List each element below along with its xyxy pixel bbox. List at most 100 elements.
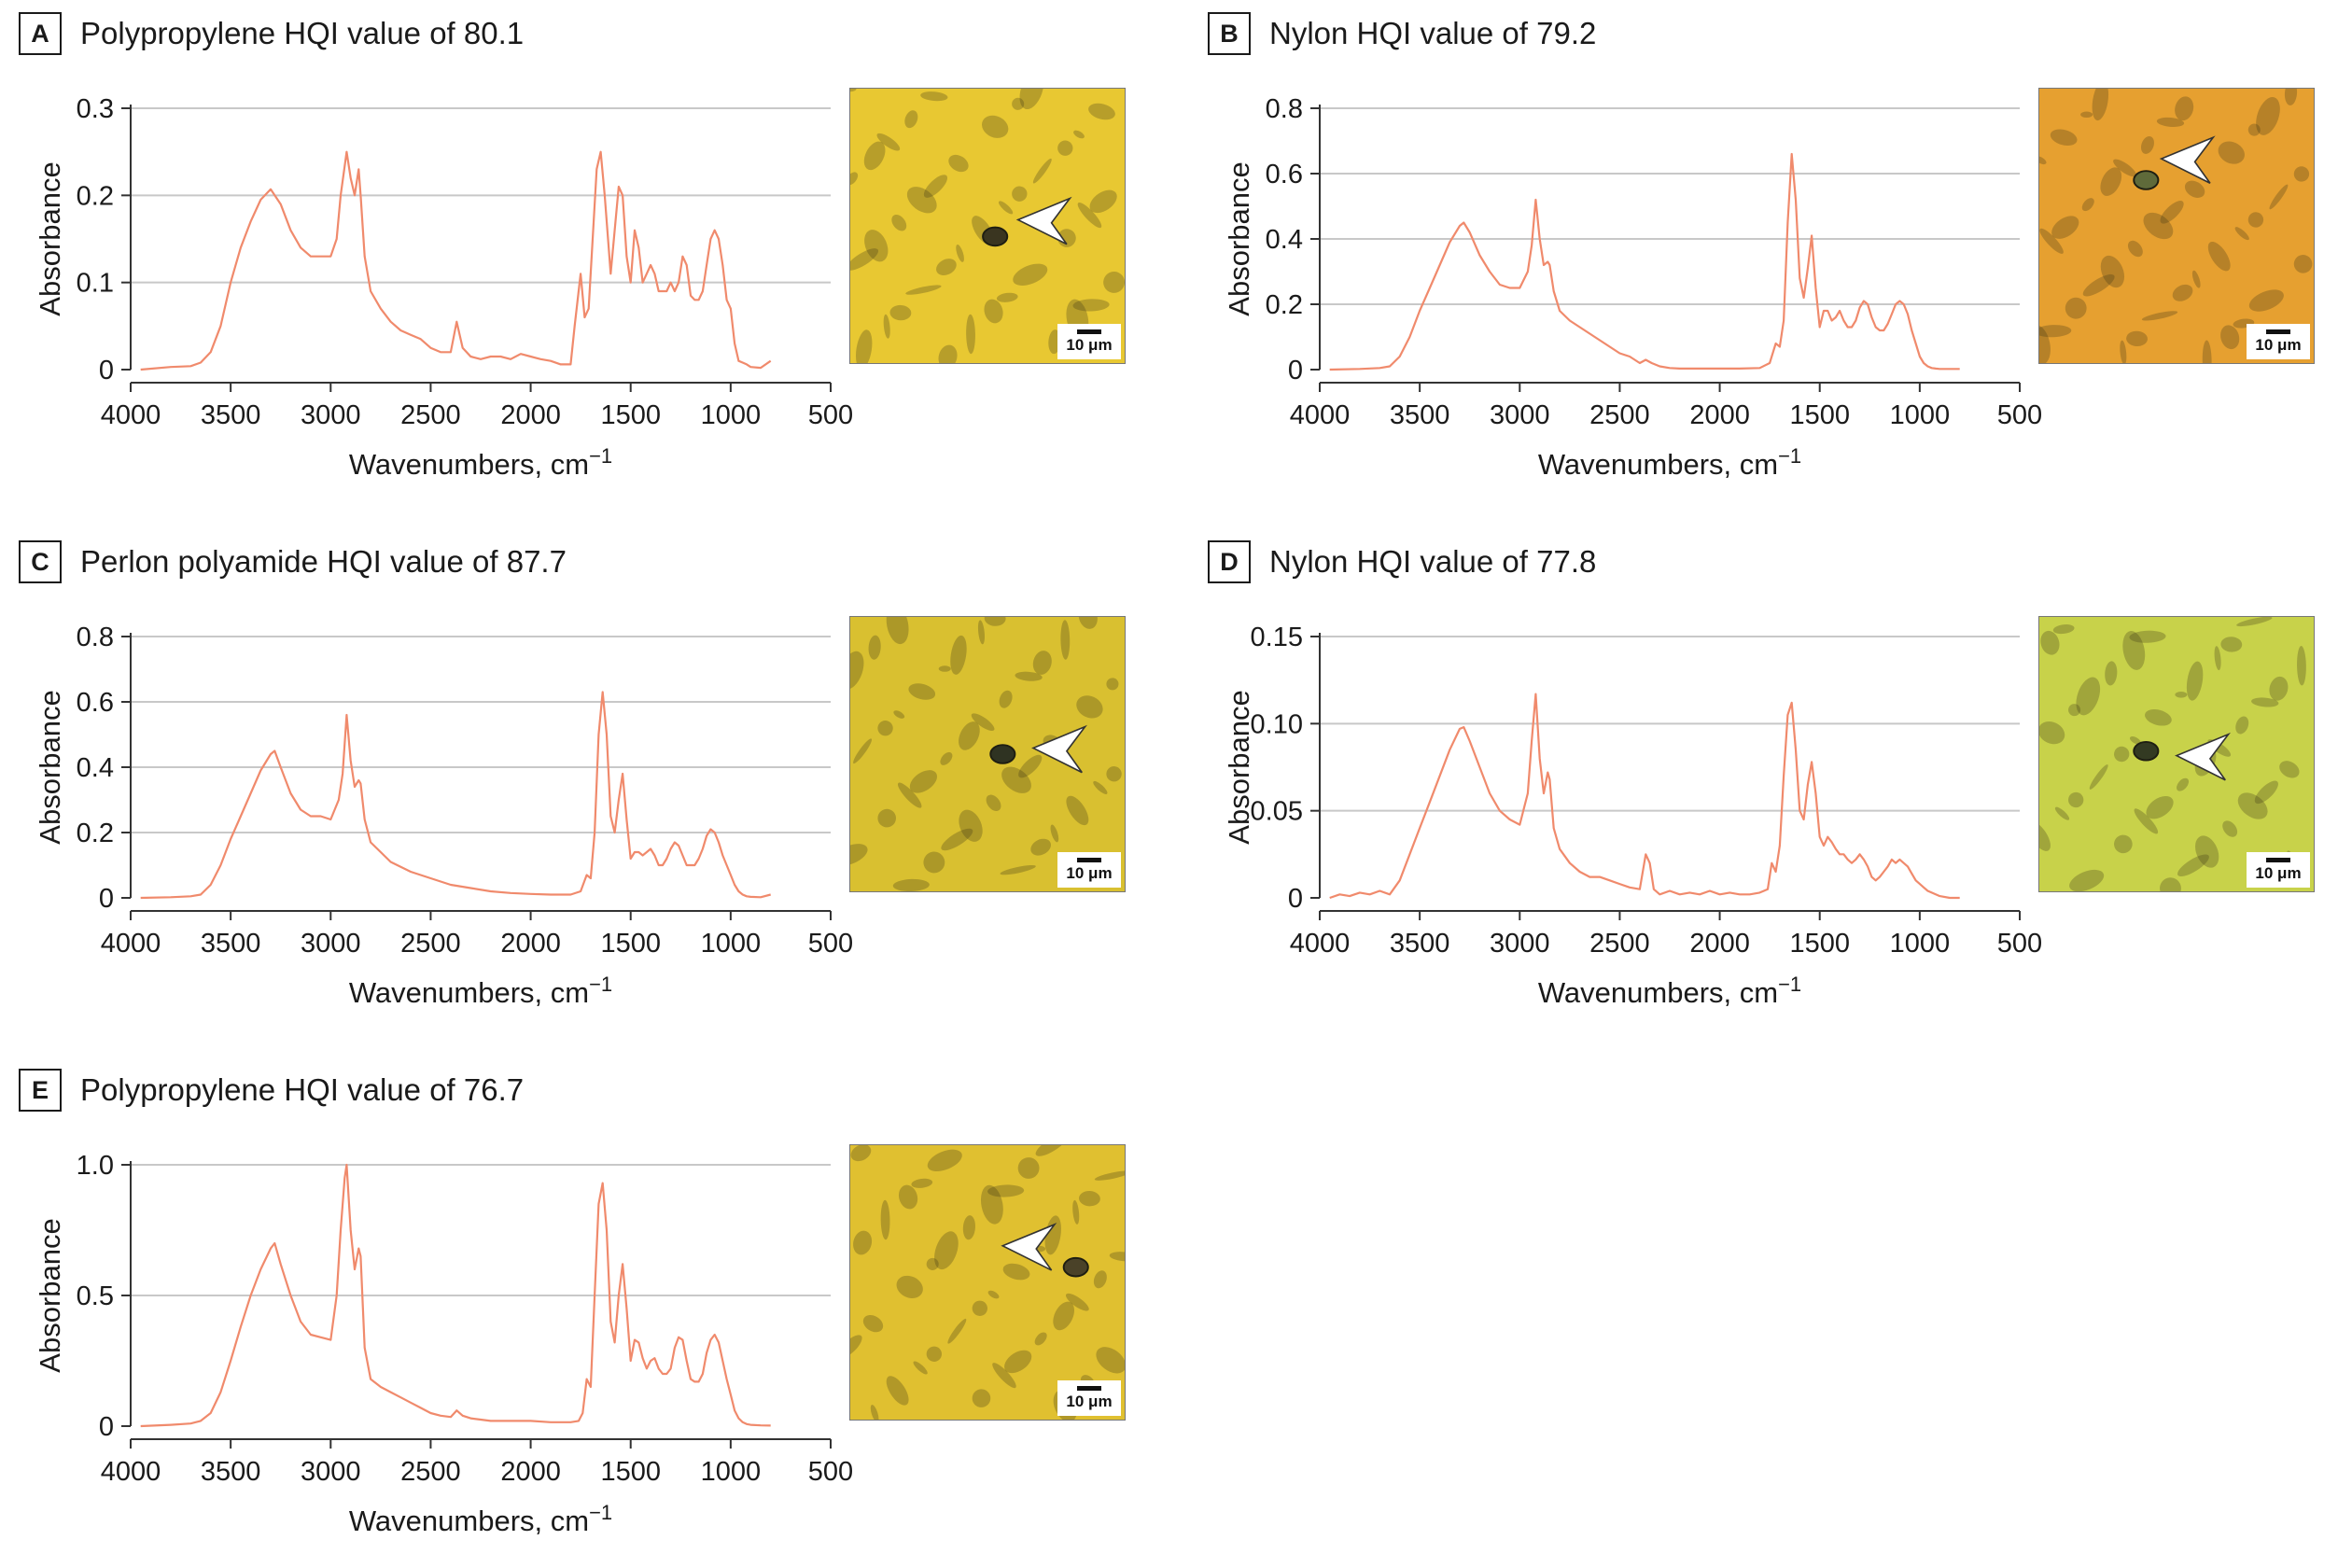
micrograph-texture-spot bbox=[2251, 697, 2279, 707]
y-tick-label: 0.4 bbox=[1266, 225, 1303, 255]
micrograph-texture-spot bbox=[971, 713, 995, 732]
micrograph-texture-spot bbox=[2065, 297, 2087, 319]
micrograph-texture-spot bbox=[2235, 716, 2249, 735]
x-tick-label: 4000 bbox=[1290, 400, 1351, 430]
micrograph-texture-spot bbox=[1057, 140, 1073, 156]
x-tick-label: 3000 bbox=[1490, 929, 1550, 959]
spectrum-chart: 0 0.1 0.2 0.3 4000 3500 3000 2500 2000 1500 1000 50… bbox=[34, 94, 853, 481]
micrograph-texture-spot bbox=[2293, 166, 2310, 182]
panel-header: C Perlon polyamide HQI value of 87.7 bbox=[19, 536, 567, 588]
micrograph-texture-spot bbox=[1001, 766, 1031, 793]
x-tick-label: 3500 bbox=[1390, 929, 1450, 959]
micrograph-texture-spot bbox=[2130, 735, 2141, 745]
micrograph-texture-spot bbox=[905, 285, 942, 295]
micrograph-texture-spot bbox=[1106, 678, 1119, 691]
micrograph-texture-spot bbox=[2039, 325, 2051, 363]
y-tick-label: 1.0 bbox=[77, 1151, 114, 1181]
micrograph-texture-spot bbox=[2068, 791, 2084, 808]
micrograph-texture-spot bbox=[2160, 877, 2181, 891]
micrograph-texture-spot bbox=[863, 141, 886, 171]
micrograph-texture-spot bbox=[2247, 212, 2264, 228]
micrograph-texture-spot bbox=[2122, 630, 2146, 670]
micrograph-texture-spot bbox=[984, 299, 1003, 324]
micrograph-texture-spot bbox=[886, 617, 909, 645]
micrograph-texture-spot bbox=[909, 770, 938, 793]
y-tick-label: 0.05 bbox=[1251, 797, 1303, 827]
micrograph-texture-spot bbox=[876, 133, 901, 151]
micrograph-texture-spot bbox=[886, 1376, 909, 1406]
micrograph-texture-spot bbox=[883, 314, 890, 339]
micrograph-texture-spot bbox=[1017, 1157, 1040, 1179]
panel-letter: A bbox=[19, 12, 62, 55]
y-tick-label: 0.4 bbox=[77, 753, 114, 783]
micrograph-texture-spot bbox=[2089, 764, 2108, 790]
micrograph-texture-spot bbox=[2236, 617, 2273, 627]
micrograph-texture-spot bbox=[2156, 117, 2185, 127]
panel-d: D Nylon HQI value of 77.8 0 0.05 0.10 0.15 4… bbox=[1208, 536, 2352, 1040]
micrograph-texture-spot bbox=[987, 1184, 1025, 1197]
micrograph-texture-spot bbox=[2092, 89, 2109, 121]
micrograph-texture-spot bbox=[1053, 1301, 1075, 1331]
micrograph-texture-spot bbox=[1032, 158, 1052, 184]
x-tick-label: 500 bbox=[808, 929, 853, 959]
panel-title: Polypropylene HQI value of 80.1 bbox=[80, 16, 525, 50]
micrograph-texture-spot bbox=[2279, 761, 2300, 778]
arrowhead-icon bbox=[2159, 135, 2216, 184]
scale-bar-line bbox=[1077, 329, 1101, 334]
spectrum-chart: 0 0.2 0.4 0.6 0.8 4000 3500 3000 2500 2000 1500 100… bbox=[1223, 94, 2042, 481]
micrograph-texture-spot bbox=[853, 738, 873, 764]
micrograph-texture-spot bbox=[926, 1346, 942, 1362]
micrograph-texture-spot bbox=[934, 1231, 959, 1270]
micrograph-texture-spot bbox=[880, 1199, 890, 1240]
micrograph-texture-spot bbox=[981, 115, 1009, 138]
spectrum-chart: 0 0.05 0.10 0.15 4000 3500 3000 2500 2000 1500 100… bbox=[1223, 623, 2042, 1009]
micrograph-texture-spot bbox=[938, 344, 958, 363]
micrograph-texture-spot bbox=[2234, 227, 2249, 241]
micrograph-background bbox=[850, 89, 1125, 363]
panel-e: E Polypropylene HQI value of 76.7 0 0.5 1.… bbox=[19, 1064, 1167, 1568]
spectrum-line bbox=[1329, 152, 1960, 371]
micrograph-texture-spot bbox=[1032, 651, 1052, 675]
micrograph-texture-spot bbox=[1050, 824, 1059, 843]
micrograph-texture-spot bbox=[2160, 201, 2184, 224]
micrograph-texture-spot bbox=[864, 230, 889, 262]
micrograph-texture-spot bbox=[1066, 1293, 1089, 1311]
particle-marker bbox=[2133, 170, 2160, 190]
x-tick-label: 1500 bbox=[600, 1457, 661, 1487]
y-tick-label: 0.8 bbox=[1266, 94, 1303, 124]
x-tick-label: 4000 bbox=[1290, 929, 1351, 959]
micrograph-texture-spot bbox=[1089, 189, 1117, 214]
micrograph-texture-spot bbox=[1019, 89, 1044, 110]
micrograph-texture-spot bbox=[923, 851, 945, 874]
x-tick-label: 2000 bbox=[500, 1457, 561, 1487]
micrograph-texture-spot bbox=[2052, 624, 2075, 635]
x-tick-label: 3000 bbox=[1490, 400, 1550, 430]
scale-bar-line bbox=[2266, 329, 2290, 334]
micrograph-texture-spot bbox=[947, 1318, 967, 1344]
micrograph-texture-spot bbox=[950, 635, 967, 675]
panel-a: A Polypropylene HQI value of 80.1 0 0.1 0.… bbox=[19, 7, 1167, 511]
micrograph-texture-spot bbox=[2172, 284, 2193, 301]
panel-title: Nylon HQI value of 79.2 bbox=[1269, 16, 1597, 50]
panel-header: A Polypropylene HQI value of 80.1 bbox=[19, 7, 524, 60]
micrograph-texture-spot bbox=[870, 1405, 879, 1420]
micrograph-texture-spot bbox=[2222, 820, 2238, 837]
micrograph-texture-spot bbox=[2297, 646, 2306, 686]
micrograph-texture-spot bbox=[2069, 869, 2105, 891]
micrograph-texture-spot bbox=[850, 651, 864, 690]
micrograph-texture-spot bbox=[850, 1335, 862, 1358]
micrograph-texture-spot bbox=[1034, 1332, 1047, 1346]
micrograph-texture-spot bbox=[1077, 203, 1102, 229]
x-tick-label: 1000 bbox=[701, 929, 762, 959]
particle-marker bbox=[1062, 1256, 1089, 1278]
x-tick-label: 1000 bbox=[701, 1457, 762, 1487]
micrograph-texture-spot bbox=[913, 1361, 928, 1375]
arrowhead-icon bbox=[1031, 724, 1087, 774]
x-tick-label: 3500 bbox=[201, 400, 261, 430]
micrograph-texture-spot bbox=[1000, 864, 1036, 875]
micrograph-texture-spot bbox=[1093, 780, 1108, 794]
x-tick-label: 1500 bbox=[1789, 400, 1850, 430]
micrograph-texture-spot bbox=[1088, 103, 1115, 120]
x-axis-label: Wavenumbers, cm−1 bbox=[1538, 973, 1801, 1009]
spectrum-chart: 0 0.2 0.4 0.6 0.8 4000 3500 3000 2500 2000 1500 100… bbox=[34, 623, 853, 1009]
